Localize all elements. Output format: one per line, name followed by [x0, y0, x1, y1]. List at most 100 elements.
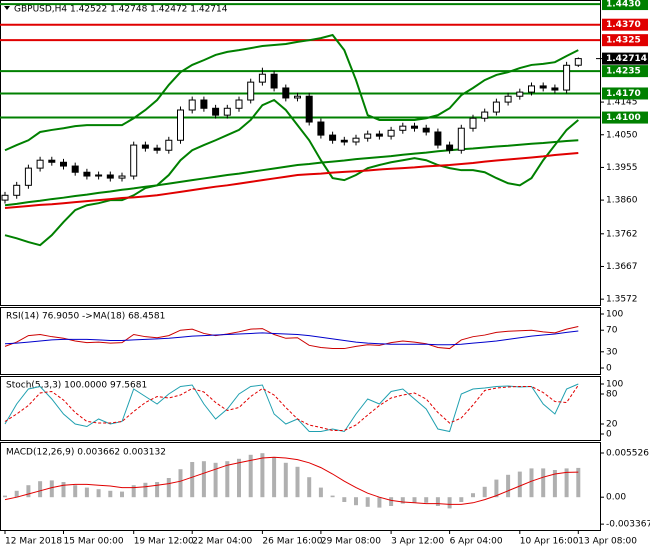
histogram-bar	[49, 480, 54, 498]
candle-body	[60, 161, 67, 167]
main-panel	[0, 0, 601, 306]
candle-body	[504, 95, 512, 103]
candle-body	[71, 165, 79, 173]
y-tick-label: 80	[606, 390, 618, 400]
candle-body	[270, 73, 278, 89]
rsi-panel	[0, 307, 601, 375]
histogram-bar	[131, 485, 136, 498]
histogram-bar	[3, 495, 7, 498]
indicator-line	[4, 330, 579, 346]
candle-body	[399, 125, 407, 131]
histogram-bar	[318, 487, 323, 498]
indicator-line	[4, 456, 579, 505]
x-tick-label: 22 Mar 04:00	[192, 537, 252, 547]
histogram-bar	[61, 482, 66, 498]
candle-body	[340, 139, 348, 143]
histogram-bar	[541, 468, 546, 498]
level-tag	[602, 65, 648, 78]
candle-body	[457, 127, 465, 151]
y-tick-label: 0.005526	[606, 448, 649, 458]
histogram-bar	[26, 485, 31, 498]
histogram-bar	[213, 462, 218, 498]
level-tag	[602, 0, 648, 11]
y-tick-label: 0.00	[606, 493, 626, 503]
histogram-bar	[354, 497, 358, 506]
x-tick-label: 6 Apr 04:00	[450, 537, 503, 547]
panel-menu-icon[interactable]	[4, 6, 10, 10]
indicator-line	[4, 151, 579, 210]
candle-body	[235, 99, 243, 109]
indicator-line	[4, 383, 579, 433]
candle-body	[188, 99, 196, 111]
histogram-bar	[295, 466, 300, 498]
x-tick-label: 15 Mar 00:00	[64, 537, 124, 547]
x-tick-label: 29 Mar 08:00	[321, 537, 381, 547]
y-tick-label: 1.3667	[606, 262, 638, 272]
histogram-bar	[84, 487, 89, 498]
candle-body	[481, 111, 489, 119]
histogram-bar	[237, 458, 241, 498]
candle-body	[446, 144, 454, 151]
histogram-bar	[120, 491, 124, 498]
x-tick-label: 26 Mar 16:00	[262, 537, 322, 547]
candle-body	[118, 175, 126, 179]
candle-body	[329, 134, 337, 141]
histogram-bar	[166, 478, 171, 498]
histogram-bar	[14, 490, 19, 498]
histogram-bar	[248, 454, 253, 498]
candle-body	[106, 174, 114, 179]
histogram-bar	[283, 462, 288, 498]
candle-body	[282, 87, 290, 99]
candle-body	[153, 147, 161, 151]
candle-body	[434, 131, 442, 146]
candle-body	[574, 58, 582, 66]
candle-body	[492, 101, 500, 113]
candle-body	[317, 121, 325, 136]
x-tick-label: 19 Mar 12:00	[134, 537, 194, 547]
histogram-bar	[108, 490, 113, 498]
level-tag	[602, 87, 648, 100]
histogram-bar	[365, 497, 370, 507]
histogram-bar	[260, 453, 265, 498]
candle-body	[83, 171, 91, 177]
candle-body	[294, 95, 301, 99]
candle-body	[48, 159, 56, 163]
y-tick-label: 100	[606, 380, 623, 390]
candle-body	[95, 174, 103, 177]
candle-body	[375, 133, 383, 137]
candle-body	[539, 85, 547, 89]
candle-body	[200, 99, 208, 109]
histogram-bar	[73, 485, 78, 498]
level-label: 1.4430	[606, 0, 641, 10]
macd-panel	[0, 442, 601, 531]
y-tick-label: 30	[606, 347, 618, 357]
macd-title: MACD(12,26,9) 0.003662 0.003132	[6, 448, 166, 458]
candle-body	[516, 91, 524, 97]
histogram-bar	[377, 497, 382, 508]
histogram-bar	[471, 493, 475, 498]
indicator-line	[4, 98, 579, 247]
candle-body	[130, 144, 138, 177]
level-label: 1.4325	[606, 36, 641, 46]
level-tag	[602, 18, 648, 31]
candle-body	[364, 133, 372, 139]
indicator-line	[4, 325, 579, 350]
histogram-bar	[459, 497, 464, 502]
histogram-bar	[424, 497, 429, 503]
candle-body	[305, 95, 313, 123]
candle-body	[13, 184, 21, 196]
stoch-title: Stoch(5,3,3) 100.0000 97.5681	[6, 381, 147, 391]
candle-body	[24, 167, 32, 186]
candle-body	[469, 117, 477, 129]
x-tick-label: 3 Apr 12:00	[391, 537, 444, 547]
y-tick-label: 1.4050	[606, 130, 638, 140]
y-tick-label: 100	[606, 310, 623, 320]
histogram-bar	[272, 457, 277, 498]
histogram-bar	[435, 497, 440, 506]
histogram-bar	[529, 468, 534, 498]
candle-body	[177, 109, 184, 141]
y-tick-label: 70	[606, 326, 618, 336]
histogram-bar	[400, 497, 405, 504]
y-tick-label: 0	[606, 430, 612, 440]
